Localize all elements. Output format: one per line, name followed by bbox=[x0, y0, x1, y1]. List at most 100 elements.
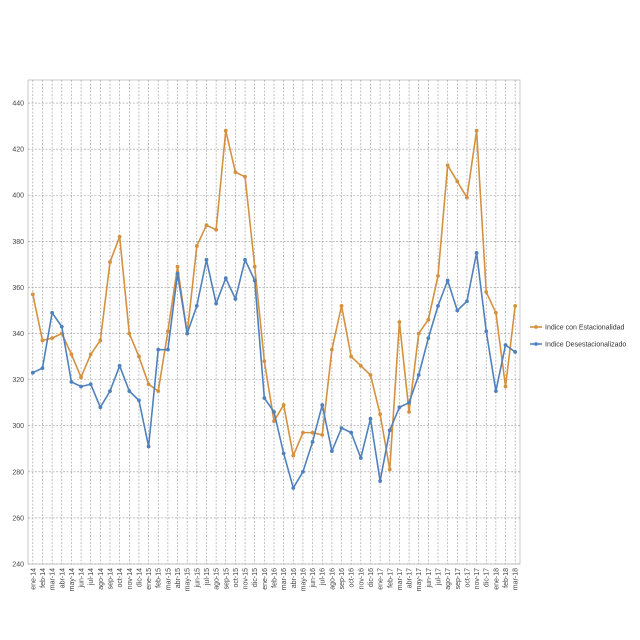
x-tick-label: mar-14 bbox=[50, 568, 57, 590]
x-tick-label: oct-16 bbox=[349, 568, 356, 588]
data-point bbox=[349, 354, 354, 359]
x-tick-label: dic-14 bbox=[136, 568, 143, 587]
x-tick-label: abr-14 bbox=[59, 568, 66, 588]
data-point bbox=[127, 331, 132, 336]
data-point bbox=[50, 310, 55, 315]
data-point bbox=[484, 290, 489, 294]
y-tick-label: 240 bbox=[12, 562, 24, 569]
y-tick-label: 280 bbox=[12, 469, 24, 476]
x-tick-label: mar-15 bbox=[165, 568, 172, 590]
data-point bbox=[426, 317, 431, 322]
data-point bbox=[156, 347, 161, 352]
data-point bbox=[185, 331, 190, 336]
x-tick-label: jun-17 bbox=[426, 568, 433, 589]
data-point bbox=[69, 380, 74, 384]
data-point bbox=[349, 430, 354, 435]
data-point bbox=[262, 396, 267, 400]
data-point bbox=[30, 370, 35, 375]
x-tick-label: oct-17 bbox=[464, 568, 471, 588]
series-1 bbox=[30, 128, 518, 472]
data-point bbox=[98, 405, 103, 410]
series-2 bbox=[30, 250, 518, 490]
x-tick-label: sep-15 bbox=[223, 568, 230, 590]
x-tick-label: may-16 bbox=[300, 568, 307, 591]
x-tick-label: oct-15 bbox=[233, 568, 240, 588]
data-point bbox=[387, 428, 392, 433]
data-point bbox=[503, 384, 508, 389]
data-point bbox=[368, 373, 373, 377]
x-tick-label: sep-14 bbox=[108, 568, 115, 590]
x-axis: ene-14 feb-14 mar-14 abr-14 may-14 jun-14 jul-… bbox=[30, 568, 519, 591]
data-point bbox=[291, 486, 296, 490]
data-point bbox=[281, 451, 286, 456]
data-point bbox=[493, 310, 498, 315]
x-tick-label: abr-16 bbox=[291, 568, 298, 588]
data-point bbox=[407, 400, 411, 405]
x-tick-label: feb-14 bbox=[40, 568, 47, 588]
y-tick-label: 360 bbox=[12, 285, 24, 292]
data-point bbox=[262, 359, 267, 364]
data-point bbox=[455, 308, 460, 313]
data-point bbox=[194, 303, 199, 308]
data-point bbox=[474, 128, 479, 133]
data-point bbox=[175, 264, 180, 269]
data-point bbox=[146, 382, 151, 387]
y-tick-label: 320 bbox=[12, 377, 24, 384]
data-point bbox=[127, 389, 132, 394]
data-point bbox=[436, 303, 440, 308]
data-point bbox=[243, 174, 247, 179]
data-point bbox=[165, 347, 170, 352]
data-point bbox=[358, 456, 363, 460]
x-tick-label: dic-17 bbox=[484, 568, 491, 587]
y-tick-label: 260 bbox=[12, 515, 24, 522]
data-point bbox=[291, 453, 296, 458]
x-tick-label: jul-15 bbox=[204, 568, 211, 586]
data-point bbox=[272, 419, 276, 424]
data-point bbox=[301, 469, 305, 474]
x-tick-label: nov-14 bbox=[127, 568, 134, 590]
data-point bbox=[513, 350, 518, 354]
data-point bbox=[513, 303, 518, 308]
data-point bbox=[194, 244, 199, 248]
x-tick-label: ene-18 bbox=[493, 568, 500, 590]
data-point bbox=[445, 163, 450, 168]
x-tick-label: jun-16 bbox=[310, 568, 317, 589]
data-point bbox=[252, 264, 257, 269]
x-tick-label: nov-16 bbox=[358, 568, 365, 590]
data-point bbox=[79, 375, 83, 380]
data-point bbox=[474, 250, 479, 255]
legend-item: Indice Desestacionalizado bbox=[530, 342, 626, 349]
x-tick-label: dic-15 bbox=[252, 568, 259, 587]
legend: Indice con Estacionalidad Indice Desestac… bbox=[530, 325, 626, 349]
y-axis: 240 260 280 300 320 340 360 380 400 420 440 bbox=[12, 101, 24, 569]
data-point bbox=[50, 336, 55, 341]
data-point bbox=[329, 449, 334, 453]
x-tick-label: may-14 bbox=[69, 568, 76, 591]
data-point bbox=[204, 223, 209, 228]
data-point bbox=[493, 389, 498, 394]
data-point bbox=[378, 479, 383, 483]
data-point bbox=[503, 343, 508, 347]
x-tick-label: may-17 bbox=[416, 568, 423, 591]
data-point bbox=[98, 338, 103, 343]
data-point bbox=[378, 412, 383, 417]
data-point bbox=[329, 347, 334, 352]
data-point bbox=[165, 329, 170, 334]
x-tick-label: jul-16 bbox=[320, 568, 327, 586]
data-point bbox=[436, 274, 440, 278]
data-point bbox=[117, 234, 122, 239]
legend-label: Indice con Estacionalidad bbox=[545, 325, 624, 332]
data-point bbox=[339, 303, 344, 308]
data-point bbox=[117, 363, 122, 368]
data-point bbox=[214, 301, 219, 306]
data-point bbox=[233, 297, 238, 301]
data-point bbox=[416, 373, 421, 377]
data-point bbox=[339, 426, 344, 430]
data-point bbox=[204, 257, 209, 262]
data-point bbox=[310, 430, 315, 435]
data-point bbox=[455, 179, 460, 184]
data-point bbox=[214, 227, 219, 232]
data-point bbox=[358, 363, 363, 368]
data-point bbox=[484, 329, 489, 334]
x-tick-label: mar-16 bbox=[281, 568, 288, 590]
